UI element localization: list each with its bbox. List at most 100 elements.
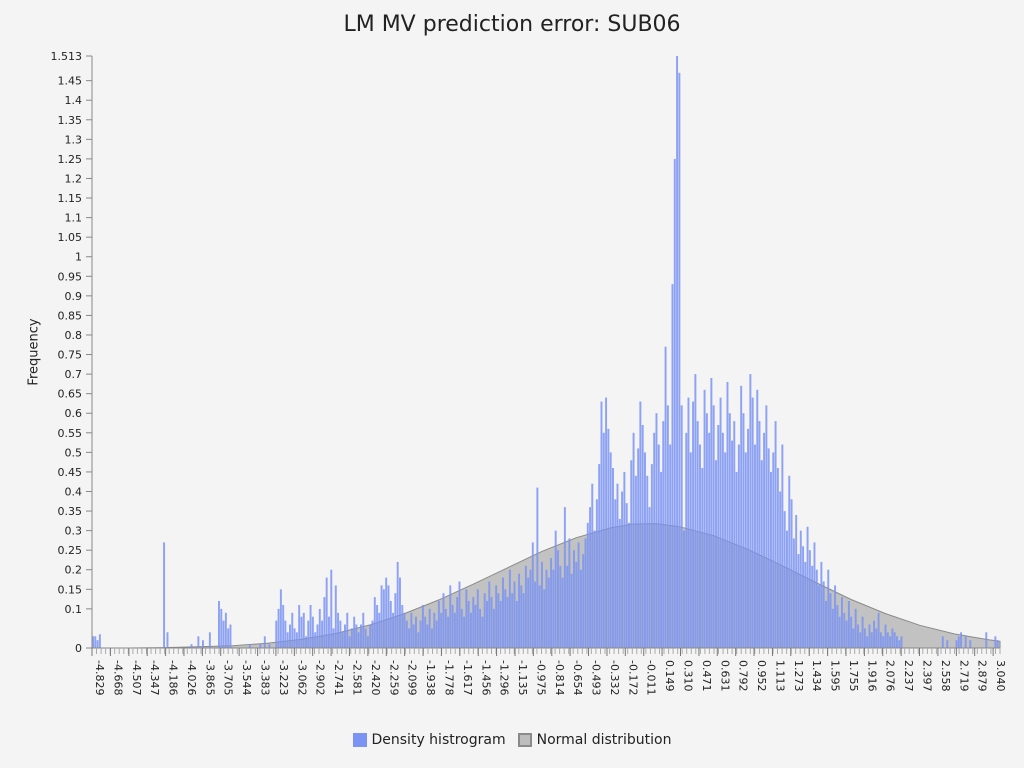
y-tick-label: 0.7 bbox=[65, 368, 83, 381]
histogram-bar bbox=[405, 620, 408, 648]
x-tick-label: 2.397 bbox=[920, 660, 933, 692]
histogram-bar bbox=[456, 597, 459, 648]
histogram-bar bbox=[712, 405, 715, 648]
histogram-bar bbox=[852, 628, 855, 648]
histogram-bar bbox=[946, 640, 949, 648]
histogram-bar bbox=[298, 605, 301, 648]
histogram-bar bbox=[742, 413, 745, 648]
histogram-bar bbox=[366, 636, 369, 648]
histogram-bar bbox=[392, 612, 395, 648]
histogram-bar bbox=[529, 569, 532, 648]
histogram-bar bbox=[641, 425, 644, 648]
histogram-bar bbox=[279, 589, 282, 648]
histogram-bar bbox=[857, 624, 859, 648]
histogram-bar bbox=[479, 608, 482, 648]
legend-item-histogram[interactable]: Density histrogram bbox=[352, 732, 506, 748]
histogram-bar bbox=[612, 468, 614, 648]
histogram-bar bbox=[747, 428, 750, 648]
histogram-bar bbox=[696, 421, 699, 648]
histogram-bar bbox=[220, 608, 223, 648]
histogram-bar bbox=[825, 601, 827, 648]
histogram-bar bbox=[518, 573, 521, 648]
x-tick-label: 3.040 bbox=[994, 660, 1007, 692]
histogram-bar bbox=[818, 585, 821, 648]
histogram-bar bbox=[573, 550, 575, 648]
histogram-bar bbox=[348, 636, 351, 648]
histogram-bar bbox=[190, 644, 193, 648]
histogram-bar bbox=[224, 612, 227, 648]
histogram-bar bbox=[552, 569, 555, 648]
histogram-bar bbox=[495, 585, 498, 648]
x-tick-label: -2.741 bbox=[332, 660, 345, 695]
histogram-bar bbox=[166, 632, 169, 648]
histogram-bar bbox=[879, 632, 882, 648]
histogram-bar bbox=[504, 589, 507, 648]
histogram-bar bbox=[836, 605, 839, 648]
histogram-bar bbox=[522, 593, 525, 648]
histogram-bar bbox=[541, 561, 543, 648]
histogram-bar bbox=[277, 608, 280, 648]
histogram-bar bbox=[387, 585, 390, 648]
histogram-bar bbox=[325, 577, 328, 648]
x-tick-label: 1.595 bbox=[829, 660, 842, 692]
histogram-bar bbox=[449, 585, 452, 648]
x-tick-label: 2.879 bbox=[976, 660, 989, 692]
histogram-bar bbox=[293, 628, 296, 648]
histogram-bar bbox=[527, 577, 530, 648]
histogram-bar bbox=[275, 620, 278, 648]
histogram-bar bbox=[985, 632, 988, 648]
histogram-bar bbox=[708, 432, 711, 648]
histogram-bar bbox=[350, 628, 353, 648]
histogram-bar bbox=[666, 405, 669, 648]
histogram-bar bbox=[765, 405, 768, 648]
histogram-bar bbox=[820, 561, 823, 648]
x-tick-label: -3.223 bbox=[277, 660, 290, 695]
histogram-bar bbox=[847, 601, 850, 648]
histogram-bar bbox=[859, 632, 862, 648]
histogram-bar bbox=[605, 397, 608, 648]
histogram-bar bbox=[499, 601, 502, 648]
histogram-bar bbox=[630, 460, 633, 648]
histogram-bar bbox=[646, 475, 649, 648]
histogram-bar bbox=[831, 608, 834, 648]
x-tick-label: 2.558 bbox=[939, 660, 952, 692]
histogram-bar bbox=[412, 624, 415, 648]
histogram-bar bbox=[229, 624, 232, 648]
histogram-bar bbox=[957, 636, 960, 648]
legend-swatch-normal bbox=[517, 733, 532, 747]
x-tick-label: -4.829 bbox=[93, 660, 106, 695]
histogram-bar bbox=[873, 620, 876, 648]
histogram-bar bbox=[403, 612, 406, 648]
x-tick-label: 1.113 bbox=[773, 660, 786, 692]
histogram-bar bbox=[900, 636, 903, 648]
histogram-bar bbox=[623, 471, 626, 648]
x-tick-label: -3.865 bbox=[203, 660, 216, 695]
y-tick-label: 0.45 bbox=[58, 466, 83, 479]
histogram-bar bbox=[763, 432, 766, 648]
histogram-bar bbox=[291, 612, 294, 648]
histogram-bar bbox=[598, 464, 601, 648]
histogram-bar bbox=[614, 499, 617, 648]
histogram-bar bbox=[268, 644, 271, 648]
histogram-bar bbox=[896, 636, 898, 648]
histogram-bar bbox=[609, 452, 612, 648]
histogram-bar bbox=[625, 503, 628, 648]
histogram-bar bbox=[94, 636, 97, 648]
histogram-bar bbox=[689, 452, 692, 648]
histogram-bar bbox=[774, 421, 777, 648]
x-tick-label: 0.792 bbox=[737, 660, 750, 692]
histogram-bar bbox=[827, 569, 830, 648]
histogram-bar bbox=[453, 612, 456, 648]
histogram-bar bbox=[419, 620, 422, 648]
x-tick-label: -1.778 bbox=[442, 660, 455, 695]
histogram-bar bbox=[845, 620, 848, 648]
y-tick-label: 0.75 bbox=[58, 349, 83, 362]
legend-item-normal[interactable]: Normal distribution bbox=[517, 732, 671, 748]
histogram-bar bbox=[227, 628, 230, 648]
histogram-bar bbox=[506, 597, 509, 648]
y-tick-label: 1.45 bbox=[58, 75, 83, 88]
x-tick-label: -2.902 bbox=[314, 660, 327, 695]
histogram-bar bbox=[955, 640, 958, 648]
histogram-bar bbox=[305, 636, 308, 648]
